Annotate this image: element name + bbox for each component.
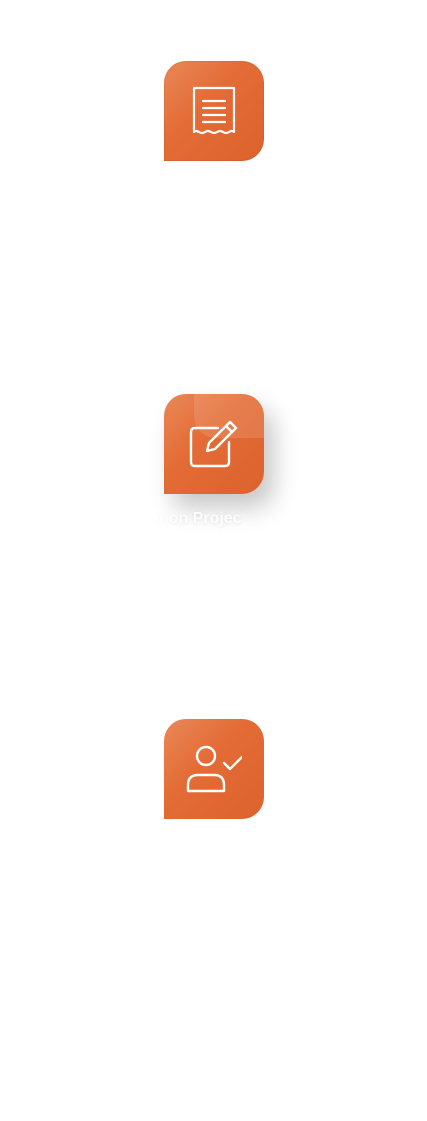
tile-user-check[interactable] — [164, 719, 264, 819]
tile-caption: ation Projec — [150, 510, 242, 527]
edit-icon — [186, 416, 242, 472]
receipt-icon — [186, 83, 242, 139]
user-check-icon — [186, 741, 242, 797]
tile-edit[interactable] — [164, 394, 264, 494]
tile-receipt[interactable] — [164, 61, 264, 161]
